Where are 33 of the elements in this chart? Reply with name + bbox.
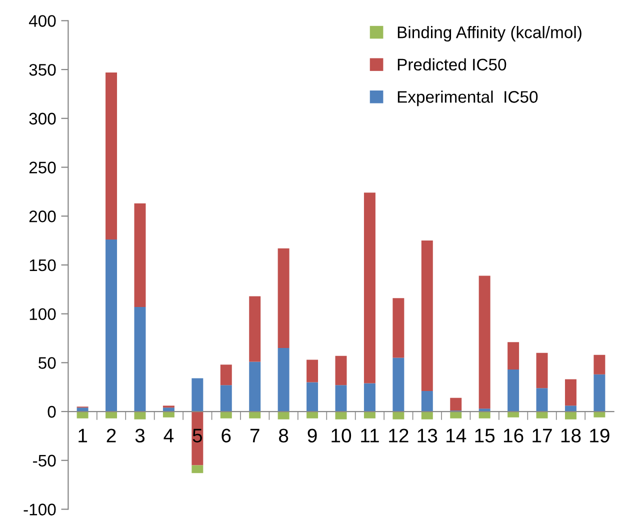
x-tick-label: 2: [106, 428, 116, 442]
x-tick-label: 6: [222, 428, 231, 442]
y-tick-label: 400: [28, 15, 56, 27]
x-tick-label: 19: [590, 428, 610, 442]
x-tick-label: 18: [561, 428, 581, 442]
x-tick-label: 4: [164, 428, 174, 442]
legend-label: Experimental IC50: [398, 90, 538, 106]
x-tick-label: 9: [308, 428, 317, 442]
y-tick-label: -100: [24, 504, 56, 516]
x-tick-label: 16: [504, 428, 524, 442]
x-tick-label: 12: [389, 428, 408, 442]
x-tick-label: 15: [475, 428, 495, 442]
y-tick-label: 150: [30, 259, 56, 272]
y-tick-label: -50: [33, 454, 56, 467]
x-tick-label: 7: [250, 428, 260, 442]
x-tick-label: 10: [332, 428, 352, 442]
x-tick-label: 8: [279, 428, 288, 442]
x-tick-label: 17: [532, 428, 552, 442]
y-tick-label: 250: [29, 162, 56, 174]
x-tick-label: 3: [135, 428, 145, 442]
legend-label: Binding Affinity (kcal/mol): [398, 26, 582, 42]
y-tick-label: 300: [29, 112, 56, 125]
y-tick-label: 0: [48, 406, 56, 418]
y-tick-label: 200: [29, 210, 56, 222]
x-tick-label: 13: [418, 428, 438, 442]
x-tick-label: 5: [192, 428, 202, 442]
y-tick-label: 350: [29, 64, 56, 76]
legend-label: Predicted IC50: [398, 58, 506, 71]
x-tick-label: 11: [361, 428, 379, 442]
y-tick-label: 50: [38, 357, 56, 369]
x-tick-label: 1: [78, 428, 88, 442]
y-tick-label: 100: [30, 308, 56, 320]
x-tick-label: 14: [446, 428, 466, 442]
